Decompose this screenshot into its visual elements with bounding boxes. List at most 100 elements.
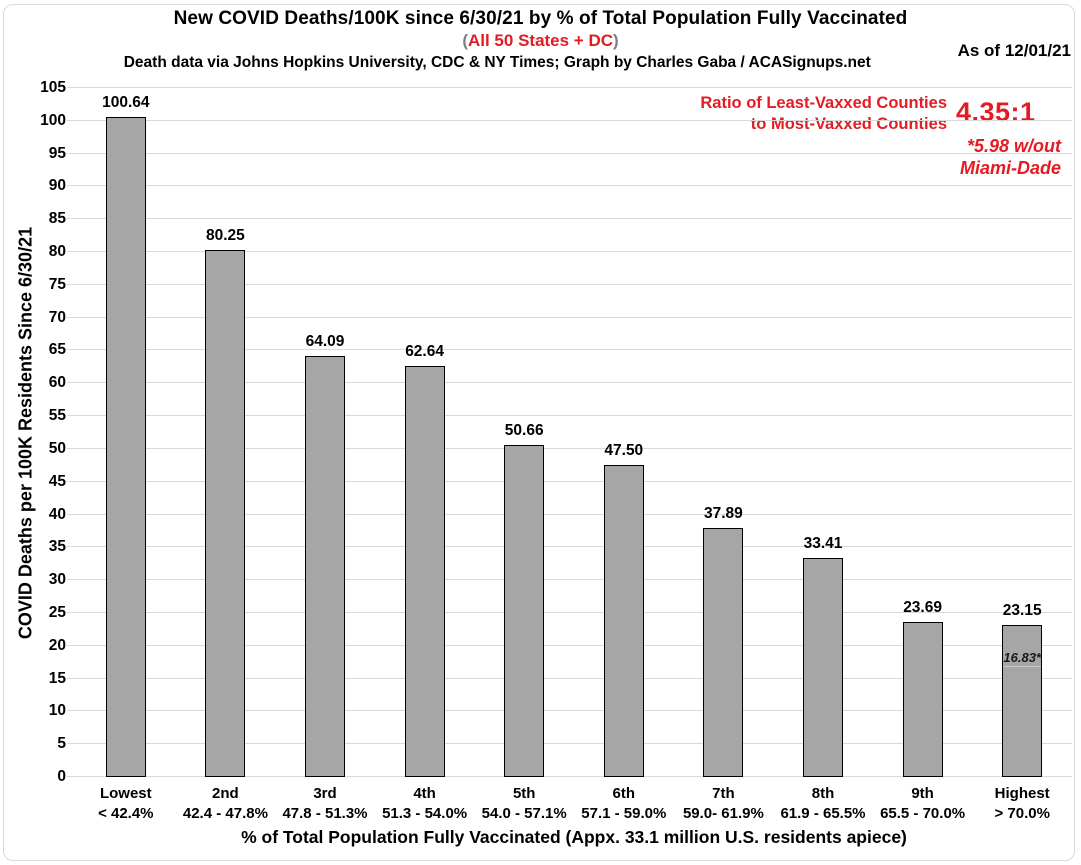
gridline [67,677,1072,679]
gridline [67,513,1072,515]
x-category-range: 51.3 - 54.0% [382,805,468,822]
bar [703,528,744,777]
subtitle-paren-close: ) [613,31,619,50]
bar-value-label: 100.64 [102,93,150,111]
x-axis-category: 4th 51.3 - 54.0% [375,784,475,824]
ratio-value: 4.35:1 [956,97,1036,127]
gridline [67,546,1072,548]
x-category-tier: Lowest [99,785,152,802]
x-category-range: 47.8 - 51.3% [282,805,368,822]
x-axis-category: 6th 57.1 - 59.0% [574,784,674,824]
x-category-range: 59.0- 61.9% [682,805,764,822]
x-axis-category: 3rd 47.8 - 51.3% [275,784,375,824]
x-axis-category: 8th 61.9 - 65.5% [773,784,873,824]
bar-slot: 62.64 [375,88,475,777]
gridline [67,415,1072,417]
x-category-range: 57.1 - 59.0% [581,805,667,822]
y-axis-tick-label: 85 [48,210,66,228]
x-category-range: < 42.4% [98,805,154,822]
y-axis-tick-label: 95 [48,144,66,162]
y-axis-tick-label: 20 [48,636,66,654]
x-category-tier: 2nd [212,785,239,802]
source-credit: Death data via Johns Hopkins University,… [123,54,871,71]
y-axis-tick-label: 15 [48,669,66,687]
x-category-tier: Highest [994,785,1050,802]
x-axis-category: 5th 54.0 - 57.1% [474,784,574,824]
y-axis-tick-label: 0 [57,768,66,785]
gridline [67,579,1072,581]
y-axis-tick-label: 50 [48,439,66,457]
x-axis-category: Highest > 70.0% [972,784,1072,824]
inner-marker-line [1003,665,1042,667]
x-axis-title: % of Total Population Fully Vaccinated (… [241,827,907,847]
y-axis-tick-label: 100 [40,111,66,129]
y-axis-tick-label: 5 [57,735,66,753]
gridline [67,349,1072,351]
ratio-footnote-line1: *5.98 w/out [966,136,1061,156]
bar-slot: 23.15 16.83* [972,88,1072,777]
bar [205,250,246,777]
gridline [67,283,1072,285]
y-axis-tick-label: 55 [48,407,66,425]
y-axis-tick-label: 60 [48,374,66,392]
x-axis-category: 7th 59.0- 61.9% [674,784,774,824]
gridline [67,710,1072,712]
bar-value-label: 23.15 [1002,602,1042,620]
x-category-tier: 9th [911,785,934,802]
x-category-tier: 8th [811,785,835,802]
subtitle-paren-open: ( [462,31,468,50]
x-category-range: > 70.0% [994,805,1050,822]
y-axis-tick-label: 90 [48,177,66,195]
y-axis-tick-label: 105 [40,79,66,96]
y-axis-tick-label: 75 [48,275,66,293]
bar [603,465,644,777]
y-axis-tick-label: 80 [48,243,66,261]
ratio-annotation-line2: to Most-Vaxxed Counties [750,115,947,133]
gridline [67,743,1072,745]
bar-slot: 33.41 [773,88,873,777]
x-axis-category: Lowest < 42.4% [76,784,176,824]
bar-value-label: 37.89 [703,505,743,523]
bar-slot: 64.09 [275,88,375,777]
bar-value-label: 62.64 [405,342,444,360]
ratio-footnote-line2: Miami-Dade [959,158,1061,178]
x-axis-category-labels: Lowest < 42.4% 2nd 42.4 - 47.8% 3rd 47.8 - 51… [76,784,1072,826]
gridline [67,316,1072,318]
y-axis-tick-label: 70 [48,308,66,326]
bar [404,365,445,777]
x-category-range: 54.0 - 57.1% [481,805,567,822]
gridline [67,152,1072,154]
bar-value-label: 47.50 [604,442,644,460]
x-category-tier: 4th [413,785,436,802]
y-axis-tick-labels: 0 5 10 15 20 25 30 35 40 45 50 55 60 65 70 75 80 85 90 95 10… [0,79,66,785]
bar [504,444,545,777]
x-category-tier: 7th [712,785,735,802]
bar-slot: 80.25 [176,88,276,777]
bar-value-label: 50.66 [504,421,544,439]
bar-value-label: 80.25 [205,227,245,245]
y-axis-tick-label: 65 [48,341,66,359]
bar [1002,625,1043,777]
y-axis-tick-label: 30 [48,571,66,589]
bar-slot: 23.69 [873,88,973,777]
bar-value-label: 64.09 [305,333,345,351]
gridline [67,447,1072,449]
bar [304,356,345,777]
gridline [67,119,1072,121]
bar-value-label: 33.41 [803,534,843,552]
gridline [67,382,1072,384]
x-axis-category: 2nd 42.4 - 47.8% [176,784,276,824]
ratio-annotation: Ratio of Least-Vaxxed Counties to Most-V… [700,93,947,135]
ratio-footnote: *5.98 w/out Miami-Dade [960,135,1061,179]
x-category-range: 61.9 - 65.5% [780,805,866,822]
bar-slot: 47.50 [574,88,674,777]
bar-slot: 37.89 [674,88,774,777]
chart-title: New COVID Deaths/100K since 6/30/21 by %… [173,8,908,29]
y-axis-tick-label: 45 [48,472,66,490]
bar [902,621,943,777]
y-axis-tick-label: 25 [48,603,66,621]
y-axis-tick-label: 10 [48,702,66,720]
x-category-range: 42.4 - 47.8% [182,805,268,822]
x-category-tier: 3rd [313,785,337,802]
